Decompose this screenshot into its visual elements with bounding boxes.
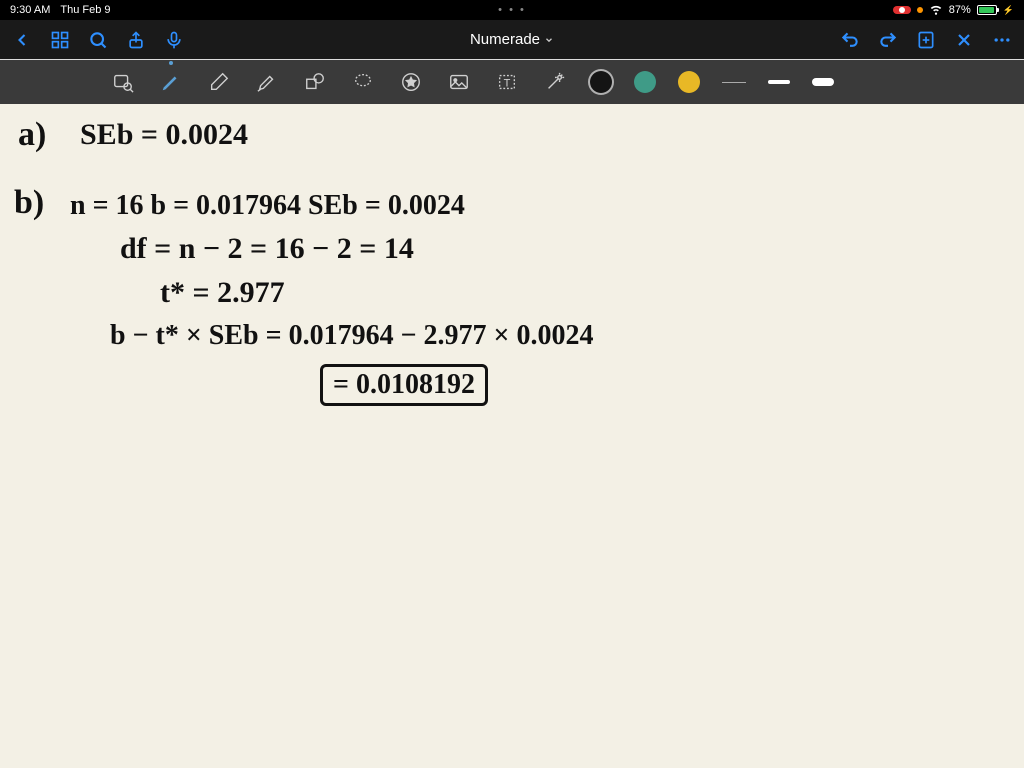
back-button[interactable] — [12, 30, 32, 50]
laser-tool-icon[interactable] — [542, 69, 568, 95]
svg-text:T: T — [504, 78, 511, 90]
share-icon[interactable] — [126, 30, 146, 50]
note-canvas[interactable]: a) SEb = 0.0024 b) n = 16 b = 0.017964 S… — [0, 104, 1024, 768]
wifi-icon — [929, 2, 943, 19]
color-yellow[interactable] — [678, 71, 700, 93]
pen-tool-icon[interactable] — [158, 69, 184, 95]
screen-record-indicator[interactable] — [893, 6, 911, 14]
hw-b-result: = 0.0108192 — [320, 364, 488, 406]
add-page-button[interactable] — [916, 30, 936, 50]
color-teal[interactable] — [634, 71, 656, 93]
lasso-tool-icon[interactable] — [350, 69, 376, 95]
undo-button[interactable] — [840, 30, 860, 50]
hw-b-tstar: t* = 2.977 — [160, 276, 285, 310]
zoom-tool-icon[interactable] — [110, 69, 136, 95]
stroke-thick[interactable] — [812, 78, 834, 86]
drawing-toolbar: T — [0, 60, 1024, 104]
hw-a-eq: SEb = 0.0024 — [80, 118, 248, 152]
hw-a-label: a) — [18, 116, 46, 154]
redo-button[interactable] — [878, 30, 898, 50]
eraser-tool-icon[interactable] — [206, 69, 232, 95]
multitask-dots[interactable]: • • • — [498, 4, 526, 16]
chevron-down-icon — [544, 35, 554, 45]
stroke-thin[interactable] — [722, 82, 746, 83]
document-title-text: Numerade — [470, 31, 540, 48]
status-time: 9:30 AM — [10, 4, 50, 16]
document-title[interactable]: Numerade — [470, 31, 554, 48]
favorite-tool-icon[interactable] — [398, 69, 424, 95]
battery-pct: 87% — [949, 4, 971, 16]
hw-b-df: df = n − 2 = 16 − 2 = 14 — [120, 232, 414, 266]
more-icon[interactable] — [992, 30, 1012, 50]
highlighter-tool-icon[interactable] — [254, 69, 280, 95]
color-black[interactable] — [590, 71, 612, 93]
stroke-medium[interactable] — [768, 80, 790, 84]
image-tool-icon[interactable] — [446, 69, 472, 95]
status-bar: 9:30 AM Thu Feb 9 • • • 87% ⚡ — [0, 0, 1024, 20]
battery-icon — [977, 5, 997, 15]
close-button[interactable] — [954, 30, 974, 50]
status-date: Thu Feb 9 — [60, 4, 110, 16]
charging-icon: ⚡ — [1003, 5, 1014, 16]
grid-icon[interactable] — [50, 30, 70, 50]
mic-indicator-dot — [917, 7, 923, 13]
hw-b-line1: n = 16 b = 0.017964 SEb = 0.0024 — [70, 190, 465, 222]
app-nav-bar: Numerade — [0, 20, 1024, 60]
text-tool-icon[interactable]: T — [494, 69, 520, 95]
hw-b-formula: b − t* × SEb = 0.017964 − 2.977 × 0.0024 — [110, 320, 594, 352]
search-icon[interactable] — [88, 30, 108, 50]
hw-b-label: b) — [14, 184, 44, 222]
mic-icon[interactable] — [164, 30, 184, 50]
shapes-tool-icon[interactable] — [302, 69, 328, 95]
